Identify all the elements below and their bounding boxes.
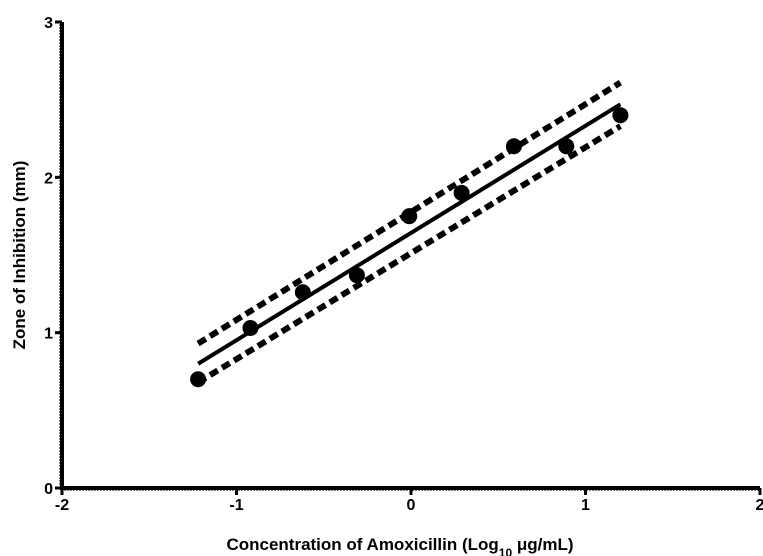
- y-tick-label: 2: [44, 170, 53, 187]
- y-tick-label: 3: [44, 15, 53, 32]
- x-tick-label: 2: [756, 497, 763, 514]
- x-axis-title-suffix: μg/mL): [512, 535, 573, 554]
- data-point: [453, 184, 470, 201]
- x-major-ticks: -2 -1 0 1 2: [55, 488, 763, 514]
- data-point: [242, 320, 259, 337]
- x-axis-title-prefix: Concentration of Amoxicillin (Log: [226, 535, 498, 554]
- axes: -2 -1 0 1 2 0 1 2 3: [44, 15, 763, 514]
- series-layer: [196, 80, 622, 385]
- data-point: [294, 284, 311, 301]
- y-tick-label: 0: [44, 481, 53, 498]
- x-tick-label: 1: [581, 497, 590, 514]
- data-point: [401, 208, 418, 225]
- y-major-ticks: 0 1 2 3: [44, 15, 62, 498]
- y-minor-ticks: [59, 21, 62, 488]
- x-tick-label: 0: [407, 497, 416, 514]
- data-point: [348, 267, 365, 284]
- points-layer: [190, 107, 629, 388]
- x-tick-label: -1: [229, 497, 243, 514]
- fit-line: [197, 102, 622, 366]
- x-axis-title: Concentration of Amoxicillin (Log10 μg/m…: [226, 535, 573, 556]
- x-tick-label: -2: [55, 497, 69, 514]
- data-point: [612, 107, 629, 124]
- y-axis-title: Zone of Inhibition (mm): [10, 161, 29, 350]
- lower-band: [196, 123, 622, 385]
- x-axis-title-subscript: 10: [499, 546, 513, 556]
- data-point: [505, 138, 522, 155]
- data-point: [558, 138, 575, 155]
- upper-band: [196, 80, 622, 347]
- y-tick-label: 1: [44, 326, 53, 343]
- data-point: [190, 371, 207, 388]
